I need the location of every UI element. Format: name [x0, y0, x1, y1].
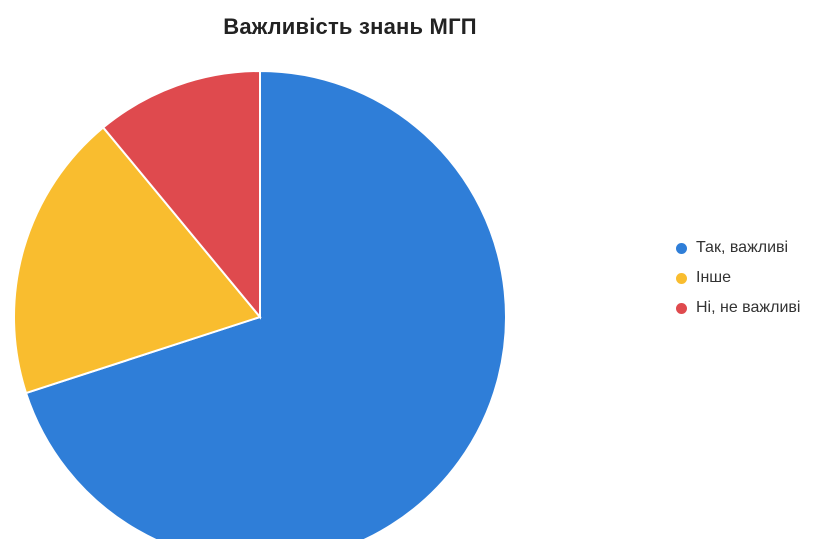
pie-slice-2: [12, 126, 262, 395]
legend-item-1: Так, важливі: [676, 233, 800, 263]
chart-legend: Так, важливі Інше Ні, не важливі: [676, 233, 800, 323]
pie-slice-1: [24, 69, 507, 539]
pie-slice-3: [101, 69, 261, 320]
legend-item-3: Ні, не важливі: [676, 293, 800, 323]
chart-title: Важливість знань МГП: [223, 14, 477, 39]
legend-item-2: Інше: [676, 263, 800, 293]
legend-marker-2: [676, 272, 687, 284]
legend-label-2: Інше: [696, 269, 732, 286]
legend-label-1: Так, важливі: [696, 239, 789, 256]
legend-marker-3: [676, 302, 687, 314]
legend-label-3: Ні, не важливі: [696, 299, 801, 316]
legend-marker-1: [676, 242, 687, 254]
